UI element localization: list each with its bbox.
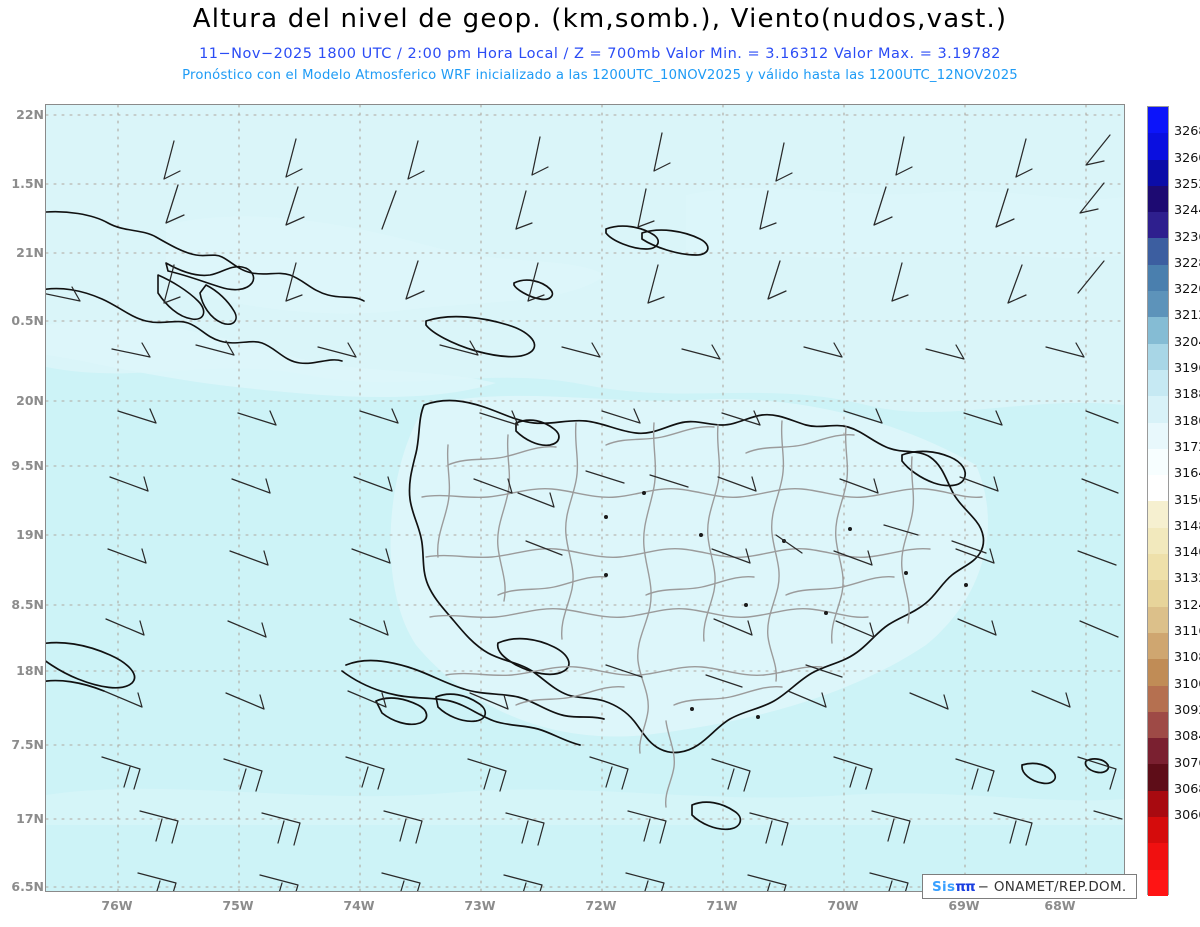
colorbar-swatch — [1148, 264, 1168, 292]
y-tick-2: 21N — [16, 245, 44, 260]
colorbar-swatch — [1148, 396, 1168, 423]
colorbar-swatch — [1148, 580, 1168, 607]
y-tick-6: 19N — [16, 527, 44, 542]
colorbar-swatch — [1148, 238, 1168, 265]
colorbar-tick-label: 3164 — [1174, 466, 1200, 482]
colorbar-tick-label: 3204 — [1174, 334, 1200, 350]
y-tick-10: 17N — [16, 811, 44, 826]
colorbar-tick-label: 3068 — [1174, 781, 1200, 797]
colorbar-tick-label: 3220 — [1174, 282, 1200, 298]
colorbar-swatch — [1148, 107, 1168, 134]
colorbar-swatch — [1148, 501, 1168, 528]
colorbar-swatch — [1148, 738, 1168, 765]
x-tick-4: 72W — [585, 898, 617, 913]
colorbar-tick-label: 3268 — [1174, 124, 1200, 140]
colorbar-swatch — [1148, 764, 1168, 791]
x-tick-8: 68W — [1044, 898, 1076, 913]
y-tick-5: 9.5N — [11, 458, 44, 473]
colorbar-swatch — [1148, 133, 1168, 160]
colorbar-tick-label: 3228 — [1174, 255, 1200, 271]
wind-barbs — [46, 132, 1123, 891]
colorbar-tick-label: 3100 — [1174, 676, 1200, 692]
subtitle-validtime: 11−Nov−2025 1800 UTC / 2:00 pm Hora Loca… — [199, 46, 1001, 62]
colorbar-swatch — [1148, 212, 1168, 239]
colorbar-tick-label: 3140 — [1174, 545, 1200, 561]
subtitle-model-info: Pronóstico con el Modelo Atmosferico WRF… — [182, 68, 1018, 83]
colorbar-tick-label: 3092 — [1174, 702, 1200, 718]
colorbar-tick-label: 3116 — [1174, 624, 1200, 639]
y-tick-8: 18N — [16, 663, 44, 678]
colorbar-swatch — [1148, 448, 1168, 476]
colorbar-tick-label: 3180 — [1174, 413, 1200, 429]
colorbar-swatch — [1148, 817, 1168, 844]
logo-sis-text: Sis — [932, 878, 956, 895]
coastline-hispaniola — [46, 225, 1110, 831]
x-tick-1: 75W — [222, 898, 254, 913]
colorbar-tick-label: 3084 — [1174, 729, 1200, 745]
colorbar-tick-label: 3148 — [1174, 518, 1200, 534]
colorbar-swatch — [1148, 659, 1168, 686]
map-canvas — [46, 105, 1124, 891]
colorbar-tick-label: 3260 — [1174, 150, 1200, 166]
attribution-logo: Sis ππ − ONAMET/REP.DOM. — [922, 874, 1137, 899]
colorbar-swatch — [1148, 606, 1168, 633]
colorbar-tick-label: 3060 — [1174, 808, 1200, 824]
colorbar-tick-label: 3236 — [1174, 229, 1200, 245]
x-tick-2: 74W — [343, 898, 375, 913]
colorbar-swatch — [1148, 343, 1168, 370]
x-tick-0: 76W — [101, 898, 133, 913]
colorbar-tick-label: 3124 — [1174, 597, 1200, 613]
colorbar-swatch — [1148, 685, 1168, 712]
y-tick-4: 20N — [16, 393, 44, 408]
map-plot-area[interactable] — [45, 104, 1125, 892]
y-tick-0: 22N — [16, 107, 44, 122]
colorbar-swatch — [1148, 554, 1168, 581]
logo-agency-text: − ONAMET/REP.DOM. — [977, 878, 1127, 895]
colorbar-tick-label: 3172 — [1174, 439, 1200, 455]
colorbar-tick-label: 3244 — [1174, 203, 1200, 219]
colorbar-swatch — [1148, 317, 1168, 344]
colorbar-swatch — [1148, 369, 1168, 397]
colorbar[interactable] — [1147, 106, 1169, 896]
colorbar-swatch — [1148, 790, 1168, 818]
colorbar-tick-label: 3156 — [1174, 492, 1200, 508]
colorbar-swatch — [1148, 291, 1168, 318]
colorbar-swatch — [1148, 843, 1168, 870]
colorbar-swatch — [1148, 159, 1168, 186]
city-dots — [604, 491, 968, 719]
colorbar-tick-label: 3252 — [1174, 176, 1200, 192]
colorbar-swatch — [1148, 422, 1168, 449]
x-tick-7: 69W — [948, 898, 980, 913]
colorbar-tick-label: 3108 — [1174, 650, 1200, 666]
logo-pi-icon: ππ — [955, 878, 975, 895]
colorbar-tick-label: 3188 — [1174, 387, 1200, 403]
page-title: Altura del nivel de geop. (km,somb.), Vi… — [192, 4, 1008, 34]
grid-lines — [46, 105, 1124, 891]
colorbar-swatch — [1148, 527, 1168, 555]
colorbar-swatch — [1148, 475, 1168, 502]
x-tick-3: 73W — [464, 898, 496, 913]
y-tick-9: 7.5N — [11, 737, 44, 752]
coastlines — [46, 210, 365, 365]
colorbar-tick-label: 3196 — [1174, 361, 1200, 376]
x-tick-6: 70W — [827, 898, 859, 913]
shading-bands — [46, 105, 1124, 825]
x-tick-5: 71W — [706, 898, 738, 913]
land-shading — [390, 395, 988, 737]
colorbar-swatch — [1148, 185, 1168, 213]
colorbar-swatch — [1148, 869, 1168, 896]
colorbar-swatch — [1148, 711, 1168, 739]
colorbar-tick-label: 3132 — [1174, 571, 1200, 587]
y-tick-3: 0.5N — [11, 313, 44, 328]
colorbar-swatch — [1148, 632, 1168, 660]
colorbar-tick-label: 3212 — [1174, 308, 1200, 324]
y-tick-11: 6.5N — [11, 879, 44, 894]
y-tick-1: 1.5N — [11, 176, 44, 191]
colorbar-tick-label: 3076 — [1174, 755, 1200, 771]
y-tick-7: 8.5N — [11, 597, 44, 612]
